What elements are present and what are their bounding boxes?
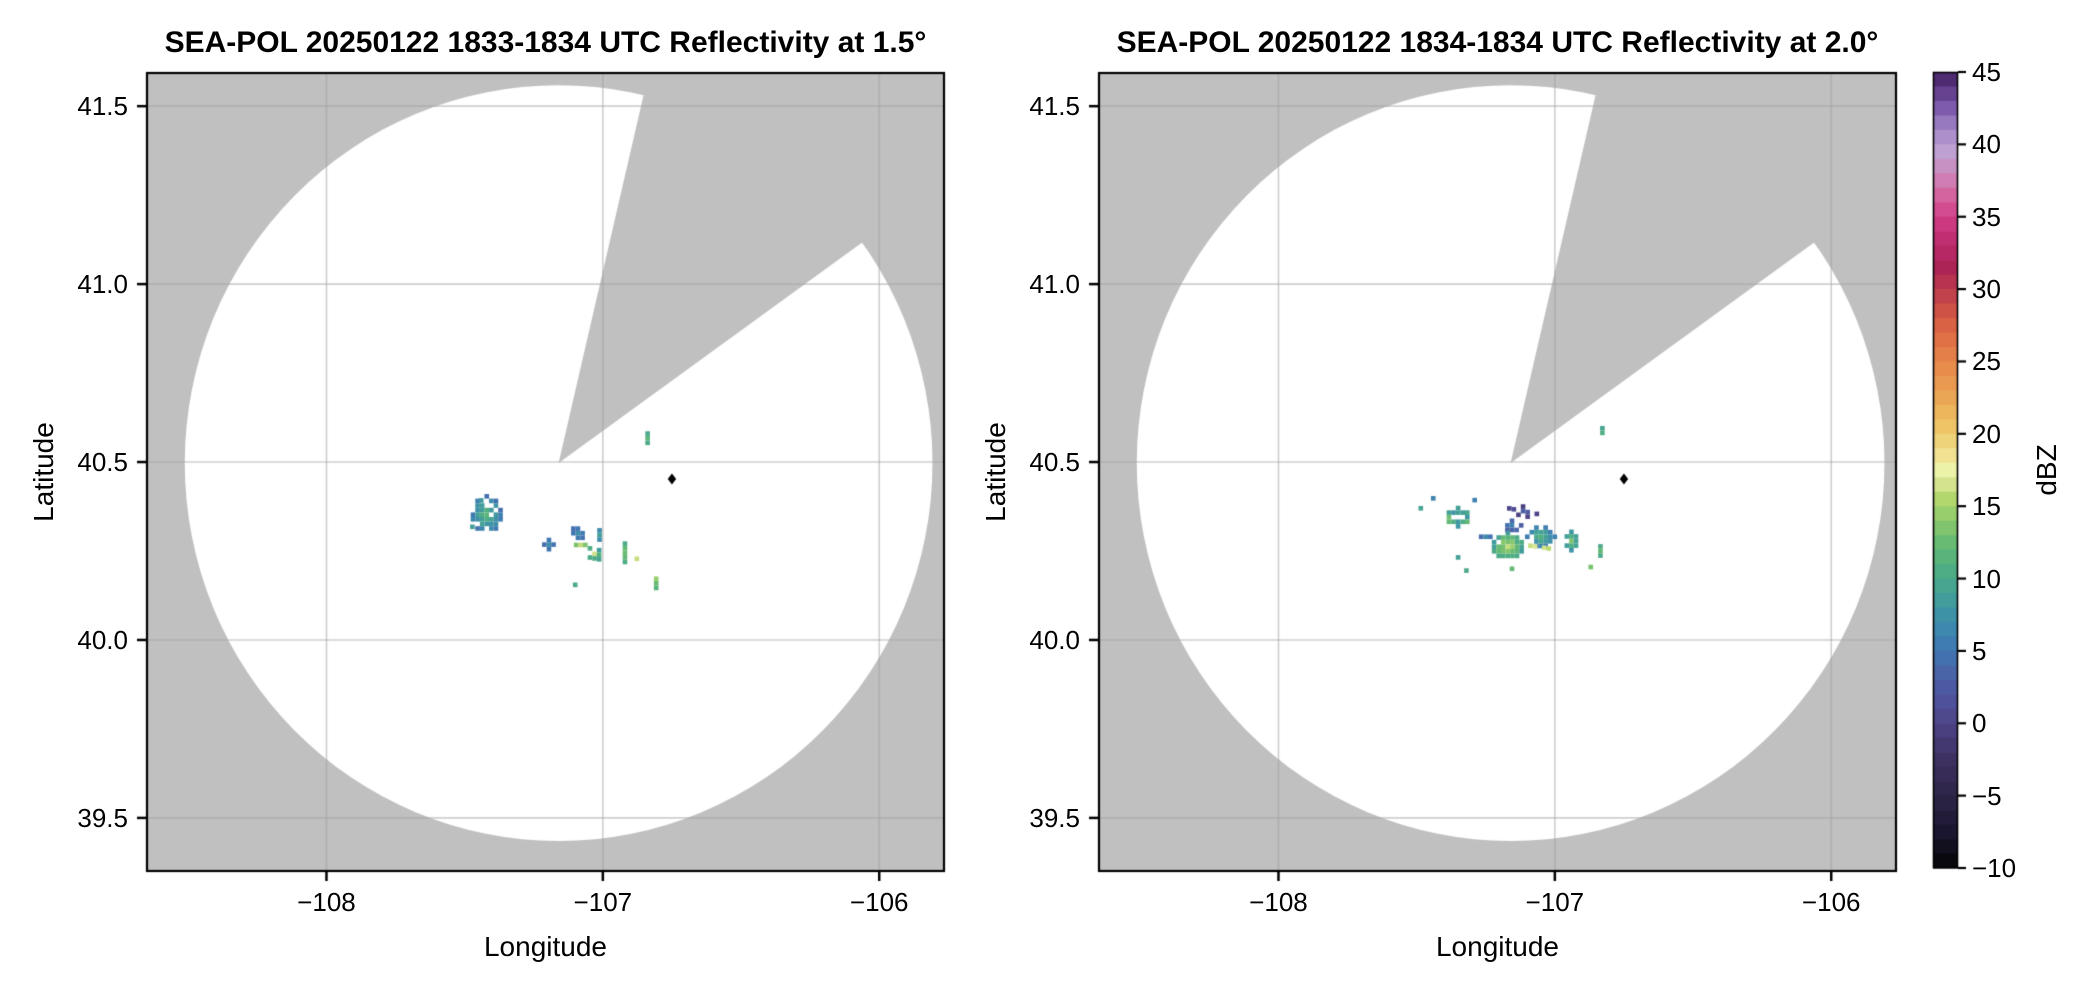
y-tick-label: 41.0: [1029, 269, 1080, 300]
x-tick-label: −106: [1801, 887, 1861, 917]
colorbar-tick-label: 35: [1972, 201, 2001, 232]
right-y-axis-label: Latitude: [980, 422, 1011, 522]
right-plot-title: SEA-POL 20250122 1834-1834 UTC Reflectiv…: [1116, 26, 1879, 59]
right-x-axis-label: Longitude: [1435, 931, 1559, 962]
x-tick-label: −108: [297, 887, 356, 917]
colorbar-label: dBZ: [2031, 444, 2062, 496]
y-tick-label: 41.5: [77, 91, 128, 122]
y-tick-label: 41.5: [1029, 91, 1080, 122]
colorbar-tick-label: 45: [1972, 57, 2001, 87]
x-tick-label: −107: [573, 887, 633, 917]
left-y-axis-label: Latitude: [28, 422, 59, 522]
x-tick-label: −107: [1525, 887, 1585, 917]
colorbar-tick-label: 15: [1972, 491, 2001, 522]
y-tick-label: 40.0: [1029, 624, 1080, 655]
left-plot-title: SEA-POL 20250122 1833-1834 UTC Reflectiv…: [164, 26, 927, 59]
left-x-axis-label: Longitude: [483, 931, 607, 962]
y-tick-label: 39.5: [77, 802, 128, 833]
colorbar-tick-label: −5: [1972, 780, 2002, 811]
x-tick-label: −108: [1249, 887, 1308, 917]
colorbar-tick-label: −10: [1972, 853, 2017, 883]
y-tick-label: 41.0: [77, 269, 128, 300]
y-tick-label: 40.0: [77, 624, 128, 655]
colorbar-tick-label: 20: [1972, 418, 2001, 449]
colorbar-tick-label: 40: [1972, 129, 2001, 160]
x-tick-label: −106: [849, 887, 909, 917]
colorbar-tick-label: 10: [1972, 563, 2001, 594]
y-tick-label: 40.5: [1029, 447, 1080, 478]
colorbar-tick-label: 5: [1972, 635, 1987, 666]
colorbar-tick-label: 30: [1972, 274, 2001, 305]
colorbar-tick-label: 0: [1972, 708, 1987, 739]
y-tick-label: 39.5: [1029, 802, 1080, 833]
y-tick-label: 40.5: [77, 447, 128, 478]
colorbar-tick-label: 25: [1972, 346, 2001, 377]
